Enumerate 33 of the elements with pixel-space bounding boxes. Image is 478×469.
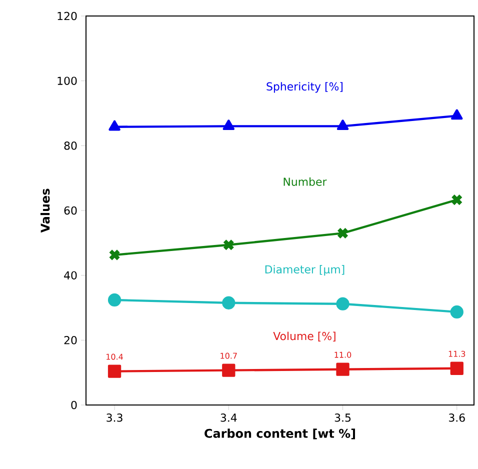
point [222,296,236,310]
x-tick-label: 3.3 [106,414,122,422]
point [108,293,122,307]
text: Sphericity [%] [266,82,342,93]
x-tick-label: 3.6 [449,414,465,422]
y-tick-label: 80 [64,142,77,150]
point [222,238,235,251]
y-axis-title: Values [40,188,50,233]
x-axis-title: Carbon content [wt %] [204,428,355,440]
text: Number [284,177,327,186]
text: Diameter [µm] [265,265,344,276]
point [222,364,236,377]
point [450,362,464,375]
text: Volume [%] [273,332,336,342]
point [108,249,120,261]
point [108,120,120,131]
y-tick-label: 60 [64,206,77,215]
y-tick-label: 0 [71,400,77,410]
point [336,297,350,310]
point [336,362,350,376]
point [450,305,464,319]
x-tick-label: 3.5 [334,414,351,422]
point [336,227,349,240]
point [108,364,122,378]
point [336,120,349,130]
x-tick-label: 3.4 [220,414,237,422]
point [451,194,463,206]
y-tick-label: 20 [64,336,77,344]
point [451,109,463,120]
point [222,120,234,130]
y-tick-label: 100 [58,76,77,85]
y-tick-label: 120 [58,12,77,20]
y-tick-label: 40 [64,271,77,280]
